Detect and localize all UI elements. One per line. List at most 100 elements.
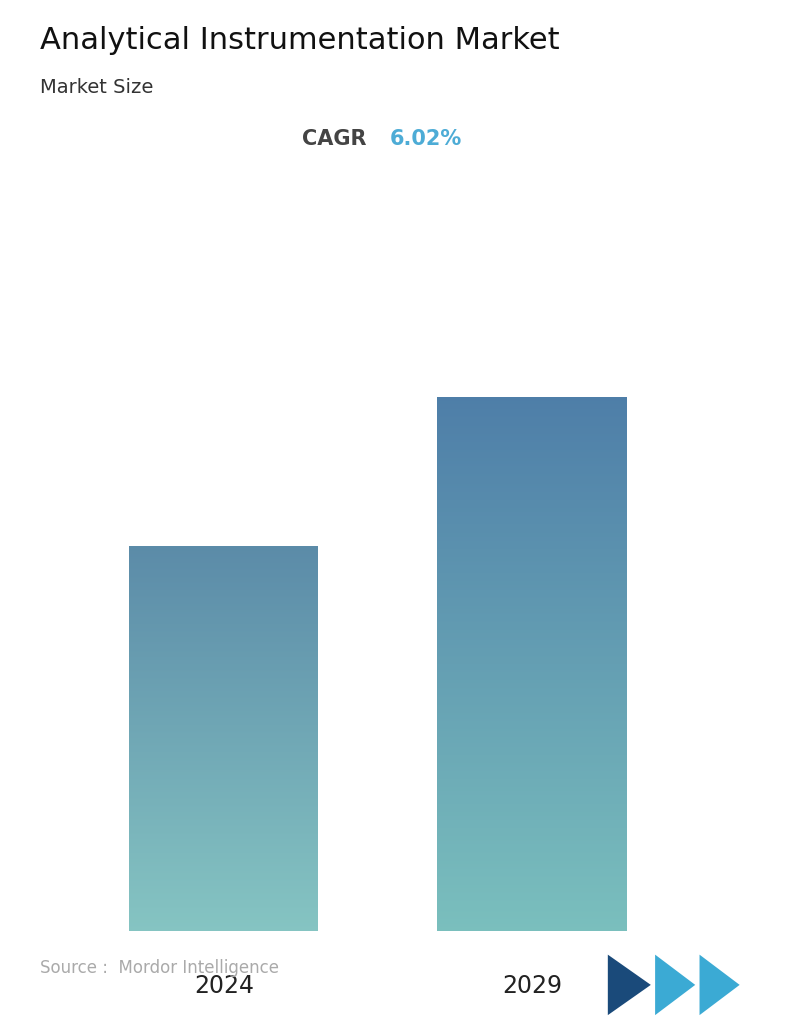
Bar: [438, 543, 626, 544]
Bar: [438, 575, 626, 576]
Bar: [438, 453, 626, 454]
Bar: [438, 425, 626, 426]
Bar: [438, 561, 626, 562]
Bar: [438, 701, 626, 702]
Bar: [438, 516, 626, 517]
Bar: [438, 445, 626, 447]
Bar: [438, 483, 626, 484]
Bar: [438, 586, 626, 587]
Bar: [438, 403, 626, 405]
Bar: [438, 714, 626, 716]
Bar: [438, 920, 626, 921]
Bar: [438, 870, 626, 871]
Bar: [438, 905, 626, 907]
Bar: [438, 603, 626, 604]
Bar: [438, 912, 626, 913]
Bar: [438, 753, 626, 755]
Bar: [438, 911, 626, 912]
Bar: [438, 434, 626, 435]
Bar: [438, 902, 626, 903]
Bar: [438, 676, 626, 677]
Bar: [438, 815, 626, 816]
Bar: [438, 568, 626, 569]
Bar: [438, 702, 626, 704]
Bar: [438, 834, 626, 835]
Bar: [438, 752, 626, 753]
Bar: [438, 798, 626, 800]
Bar: [438, 776, 626, 778]
Bar: [438, 865, 626, 866]
Bar: [438, 451, 626, 452]
Bar: [438, 885, 626, 886]
Bar: [438, 413, 626, 415]
Bar: [438, 400, 626, 401]
Bar: [438, 572, 626, 573]
Bar: [438, 437, 626, 438]
Bar: [438, 535, 626, 536]
Bar: [438, 764, 626, 765]
Bar: [438, 872, 626, 874]
Bar: [438, 921, 626, 922]
Bar: [438, 691, 626, 692]
Bar: [438, 604, 626, 605]
Bar: [438, 600, 626, 601]
Bar: [438, 747, 626, 748]
Bar: [438, 907, 626, 908]
Bar: [438, 632, 626, 633]
Bar: [438, 759, 626, 760]
Bar: [438, 877, 626, 879]
Bar: [438, 448, 626, 449]
Bar: [438, 723, 626, 724]
Bar: [438, 619, 626, 621]
Bar: [438, 524, 626, 525]
Bar: [438, 549, 626, 550]
Bar: [438, 925, 626, 926]
Text: 2029: 2029: [502, 974, 562, 998]
Bar: [438, 409, 626, 410]
Bar: [438, 871, 626, 872]
Bar: [438, 679, 626, 681]
Bar: [438, 522, 626, 524]
Bar: [438, 743, 626, 746]
Bar: [438, 862, 626, 864]
Bar: [438, 616, 626, 617]
Bar: [438, 700, 626, 701]
Bar: [438, 879, 626, 880]
Bar: [438, 573, 626, 575]
Bar: [438, 412, 626, 413]
Bar: [438, 780, 626, 782]
Bar: [438, 889, 626, 890]
Bar: [438, 682, 626, 683]
Bar: [438, 736, 626, 737]
Bar: [438, 748, 626, 750]
Bar: [438, 725, 626, 727]
Bar: [438, 545, 626, 546]
Bar: [438, 659, 626, 660]
Bar: [438, 529, 626, 530]
Bar: [438, 558, 626, 559]
Bar: [438, 505, 626, 507]
Bar: [438, 801, 626, 802]
Bar: [438, 467, 626, 469]
Bar: [438, 475, 626, 476]
Bar: [438, 849, 626, 851]
Bar: [438, 531, 626, 534]
Bar: [438, 608, 626, 609]
Bar: [438, 768, 626, 769]
Bar: [438, 649, 626, 650]
Bar: [438, 692, 626, 693]
Bar: [438, 576, 626, 577]
Bar: [438, 512, 626, 513]
Bar: [438, 838, 626, 839]
Bar: [438, 750, 626, 751]
Bar: [438, 677, 626, 678]
Bar: [438, 484, 626, 485]
Bar: [438, 826, 626, 828]
Bar: [438, 771, 626, 773]
Bar: [438, 868, 626, 870]
Bar: [438, 825, 626, 826]
Bar: [438, 728, 626, 729]
Bar: [438, 420, 626, 421]
Bar: [438, 605, 626, 607]
Bar: [438, 720, 626, 721]
